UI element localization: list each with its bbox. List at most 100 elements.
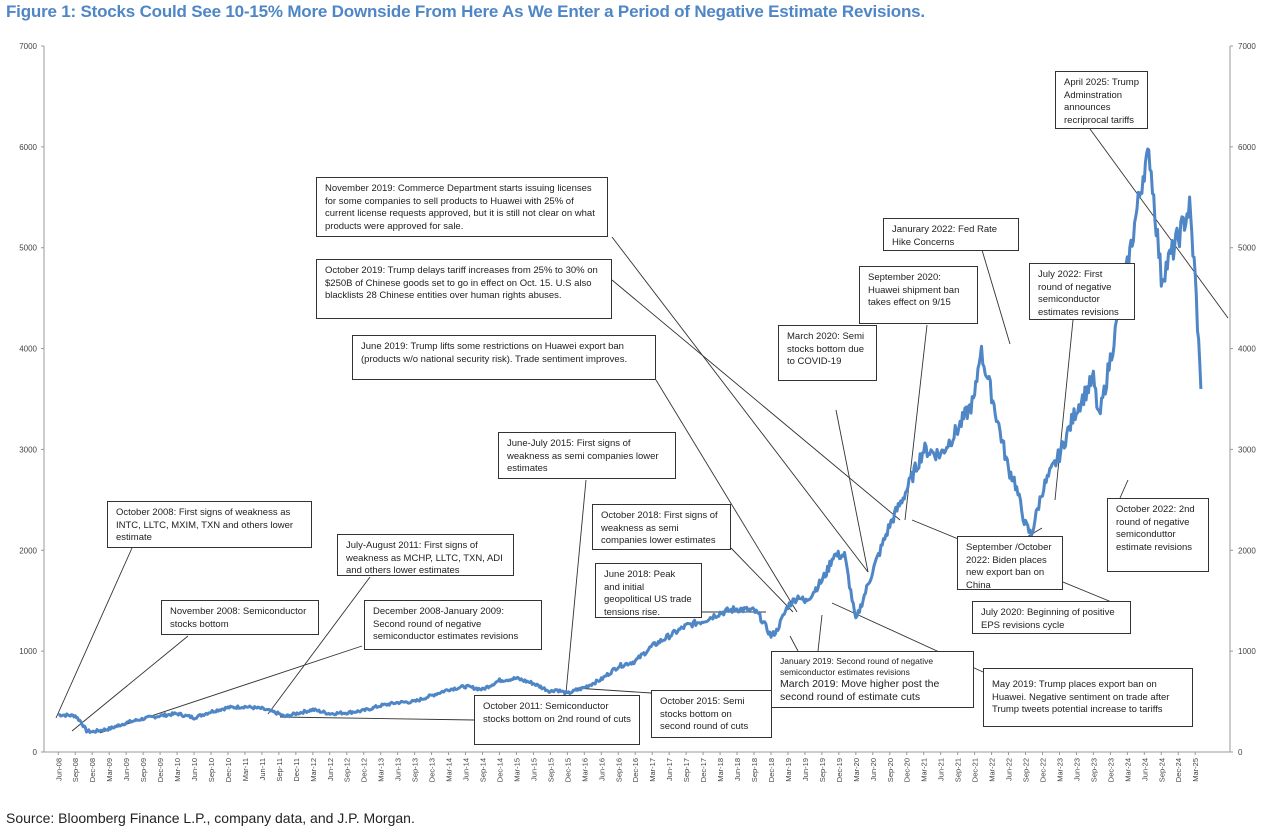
x-tick-label: Mar-15 xyxy=(512,758,521,782)
x-tick-label: Sep-11 xyxy=(275,758,284,782)
x-tick-label: Mar-14 xyxy=(445,758,454,782)
x-tick-label: Jun-14 xyxy=(462,758,471,781)
x-tick-label: Dec-17 xyxy=(699,758,708,782)
annotation-text: October 2018: First signs of weakness as… xyxy=(601,510,718,546)
x-tick-label: Sep-12 xyxy=(343,758,352,782)
annotation-leader-line xyxy=(730,547,794,613)
annotation-text-mar-2019: March 2019: Move higher post the second … xyxy=(780,678,940,703)
y-tick-label-left: 3000 xyxy=(19,445,37,454)
x-tick-label: Jun-09 xyxy=(122,758,131,781)
source-note: Source: Bloomberg Finance L.P., company … xyxy=(6,810,415,826)
annotation-may-2019: May 2019: Trump places export ban on Hua… xyxy=(983,668,1193,727)
annotation-jul-2020: July 2020: Beginning of positive EPS rev… xyxy=(972,601,1131,634)
x-tick-label: Jun-11 xyxy=(258,758,267,780)
x-tick-label: Mar-12 xyxy=(309,758,318,782)
x-tick-label: Mar-16 xyxy=(580,758,589,782)
x-tick-label: Jun-12 xyxy=(326,758,335,781)
x-tick-label: Mar-20 xyxy=(852,758,861,782)
x-tick-label: Sep-17 xyxy=(682,758,691,782)
x-tick-label: Jun-08 xyxy=(54,758,63,781)
x-tick-label: Sep-20 xyxy=(886,758,895,782)
annotation-text: October 2019: Trump delays tariff increa… xyxy=(325,265,598,301)
annotation-text: September /October 2022: Biden places ne… xyxy=(966,542,1052,591)
x-tick-label: Dec-14 xyxy=(495,758,504,782)
annotation-text: Janurary 2022: Fed Rate Hike Concerns xyxy=(892,224,998,248)
annotation-nov-2008: November 2008: Semiconductor stocks bott… xyxy=(161,600,319,635)
annotation-leader-line xyxy=(611,236,869,573)
x-tick-label: Dec-13 xyxy=(428,758,437,782)
annotation-text: April 2025: Trump Adminstration announce… xyxy=(1064,77,1139,126)
annotation-text: November 2019: Commerce Department start… xyxy=(325,183,595,232)
x-tick-label: Sep-15 xyxy=(546,758,555,782)
x-tick-label: Jun-13 xyxy=(394,758,403,781)
series-line-semiconductor-index xyxy=(58,147,1203,734)
x-tick-label: Mar-25 xyxy=(1191,758,1200,782)
annotation-leader-line xyxy=(817,614,823,652)
annotation-oct-2015: October 2015: Semi stocks bottom on seco… xyxy=(651,690,772,738)
annotation-oct-2018: October 2018: First signs of weakness as… xyxy=(592,504,731,550)
x-axis-ticks: Jun-08 Sep-08 Dec-08 Mar-09 Jun-09 Sep-09 Dec-… xyxy=(54,752,1200,782)
annotation-text: October 2022: 2nd round of negative semi… xyxy=(1116,504,1195,553)
annotation-leader-line xyxy=(1119,479,1129,499)
annotation-leader-line xyxy=(574,687,652,694)
x-tick-label: Sep-24 xyxy=(1157,758,1166,782)
x-tick-label: Dec-20 xyxy=(903,758,912,782)
annotation-text: July-August 2011: First signs of weaknes… xyxy=(346,540,503,576)
x-tick-label: Jun-19 xyxy=(801,758,810,781)
x-tick-label: Mar-13 xyxy=(377,758,386,782)
annotation-leader-line xyxy=(655,379,798,613)
x-tick-label: Sep-21 xyxy=(954,758,963,782)
x-tick-label: Dec-24 xyxy=(1174,758,1183,782)
annotation-text: December 2008-January 2009: Second round… xyxy=(373,606,519,642)
axes xyxy=(43,46,1231,753)
x-tick-label: Mar-21 xyxy=(920,758,929,782)
annotation-sep-oct-2022: September /October 2022: Biden places ne… xyxy=(957,536,1063,591)
annotation-text: September 2020: Huawei shipment ban take… xyxy=(868,272,960,308)
y-tick-label-left: 5000 xyxy=(19,244,37,253)
x-tick-label: Dec-15 xyxy=(563,758,572,782)
annotation-leader-line xyxy=(279,716,475,721)
annotation-apr-2025: April 2025: Trump Adminstration announce… xyxy=(1055,71,1148,129)
x-tick-label: Sep-10 xyxy=(207,758,216,782)
x-tick-label: Sep-22 xyxy=(1022,758,1031,782)
y-tick-label-right: 0 xyxy=(1238,748,1243,757)
annotation-leader-line xyxy=(55,547,133,719)
annotation-text-jan-2019: January 2019: Second round of negative s… xyxy=(780,656,934,677)
x-tick-label: Dec-19 xyxy=(835,758,844,782)
y-tick-label-right: 7000 xyxy=(1238,42,1256,51)
x-tick-label: Jun-15 xyxy=(529,758,538,781)
y-tick-label-left: 2000 xyxy=(19,546,37,555)
annotation-text: July 2020: Beginning of positive EPS rev… xyxy=(981,607,1115,631)
x-tick-label: Dec-18 xyxy=(767,758,776,782)
x-tick-label: Jun-22 xyxy=(1005,758,1014,781)
y-tick-label-right: 1000 xyxy=(1238,647,1256,656)
annotation-text: July 2022: First round of negative semic… xyxy=(1038,269,1119,318)
x-tick-label: Jun-18 xyxy=(733,758,742,781)
annotation-leader-line xyxy=(267,576,371,715)
x-tick-label: Dec-22 xyxy=(1038,758,1047,782)
x-tick-label: Mar-17 xyxy=(648,758,657,782)
y-axis-ticks: 0 1000 2000 3000 4000 5000 6000 7000 0 1000 2000 30… xyxy=(19,42,1256,757)
x-tick-label: Mar-09 xyxy=(105,758,114,782)
x-tick-label: Sep-14 xyxy=(478,758,487,782)
x-tick-label: Dec-16 xyxy=(631,758,640,782)
x-tick-label: Mar-24 xyxy=(1123,758,1132,782)
annotation-nov-2019: November 2019: Commerce Department start… xyxy=(316,177,608,237)
annotation-text: October 2008: First signs of weakness as… xyxy=(116,507,294,543)
x-tick-label: Sep-19 xyxy=(818,758,827,782)
x-tick-label: Mar-18 xyxy=(716,758,725,782)
x-tick-label: Jun-10 xyxy=(190,758,199,781)
annotation-oct-2022: October 2022: 2nd round of negative semi… xyxy=(1107,498,1209,572)
x-tick-label: Dec-08 xyxy=(88,758,97,782)
x-tick-label: Mar-23 xyxy=(1055,758,1064,782)
x-tick-label: Sep-18 xyxy=(750,758,759,782)
annotation-text: October 2011: Semiconductor stocks botto… xyxy=(483,701,631,725)
x-tick-label: Mar-22 xyxy=(988,758,997,782)
annotation-text: November 2008: Semiconductor stocks bott… xyxy=(170,606,307,630)
annotation-oct-2019: October 2019: Trump delays tariff increa… xyxy=(316,259,612,319)
annotation-mar-2020: March 2020: Semi stocks bottom due to CO… xyxy=(778,325,877,381)
annotation-jun-2018: June 2018: Peak and initial geopolitical… xyxy=(595,563,702,618)
annotation-sep-2020: September 2020: Huawei shipment ban take… xyxy=(859,266,978,324)
annotation-text: October 2015: Semi stocks bottom on seco… xyxy=(660,696,749,732)
x-tick-label: Jun-16 xyxy=(597,758,606,781)
